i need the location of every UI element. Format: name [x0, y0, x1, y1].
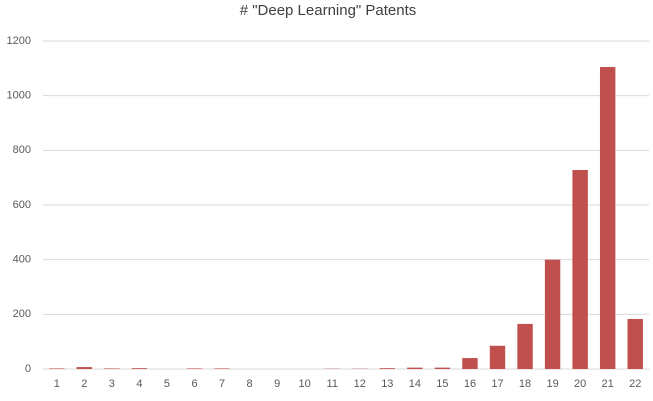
bar — [76, 367, 93, 369]
bar — [104, 368, 120, 369]
x-tick-label: 3 — [109, 378, 115, 390]
bar — [186, 368, 203, 369]
x-tick-label: 5 — [164, 378, 170, 390]
y-tick-label: 400 — [13, 254, 31, 266]
bar — [572, 170, 588, 369]
bar — [517, 323, 533, 369]
x-tick-label: 16 — [464, 378, 476, 390]
x-tick-label: 22 — [629, 378, 641, 390]
x-tick-label: 14 — [409, 378, 421, 390]
chart-title: # "Deep Learning" Patents — [240, 2, 417, 19]
y-tick-label: 1200 — [7, 35, 31, 47]
x-tick-label: 10 — [299, 378, 311, 390]
bar — [544, 259, 561, 369]
x-tick-label: 1 — [54, 378, 60, 390]
bar — [214, 368, 230, 369]
bar — [379, 368, 396, 369]
bar — [599, 66, 616, 369]
x-tick-label: 12 — [354, 378, 366, 390]
y-tick-label: 200 — [13, 308, 31, 320]
x-tick-label: 17 — [491, 378, 503, 390]
x-tick-label: 20 — [574, 378, 586, 390]
x-tick-label: 7 — [219, 378, 225, 390]
x-tick-label: 13 — [381, 378, 393, 390]
bar — [462, 358, 478, 369]
x-tick-label: 4 — [136, 378, 142, 390]
x-tick-label: 9 — [274, 378, 280, 390]
x-tick-label: 19 — [546, 378, 558, 390]
bar — [434, 367, 451, 369]
x-tick-label: 21 — [602, 378, 614, 390]
bar — [131, 368, 148, 369]
y-tick-label: 800 — [13, 144, 31, 156]
x-tick-label: 11 — [327, 378, 338, 390]
y-tick-label: 600 — [13, 199, 31, 211]
x-tick-label: 18 — [519, 378, 531, 390]
x-tick-label: 2 — [81, 378, 87, 390]
y-tick-label: 1000 — [7, 90, 31, 102]
bar — [627, 318, 643, 369]
bar — [49, 368, 65, 369]
x-tick-label: 6 — [191, 378, 197, 390]
x-tick-label: 8 — [247, 378, 253, 390]
y-tick-label: 0 — [25, 363, 31, 375]
bar — [489, 345, 506, 369]
bar — [407, 367, 423, 369]
x-tick-label: 15 — [436, 378, 448, 390]
